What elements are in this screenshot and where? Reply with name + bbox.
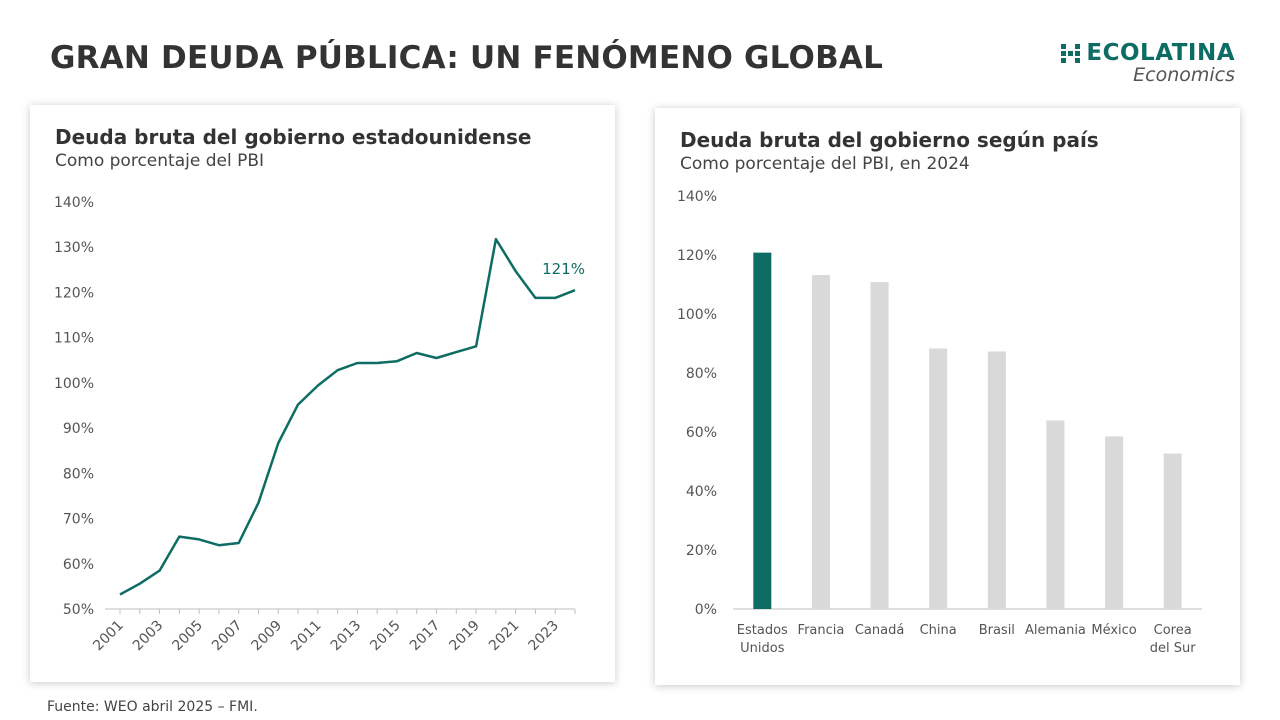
y-tick-label: 60% <box>63 557 94 573</box>
x-tick-label: 2005 <box>169 618 206 655</box>
logo-subtitle: Economics <box>1133 64 1235 86</box>
category-label: México <box>1091 623 1136 638</box>
y-tick-label: 90% <box>63 421 94 437</box>
source-note: Fuente: WEO abril 2025 – FMI. <box>47 699 258 715</box>
y-tick-label: 80% <box>63 466 94 482</box>
us-debt-line-chart: 50%60%70%80%90%100%110%120%130%140%2001 2… <box>54 195 585 655</box>
bar <box>1046 420 1065 609</box>
logo-grid-icon <box>1061 43 1081 63</box>
x-tick-label: 2009 <box>249 618 286 655</box>
x-tick-label: 2007 <box>209 618 246 655</box>
y-tick-label: 140% <box>54 195 94 211</box>
y-tick-label: 70% <box>63 512 94 528</box>
x-tick-label: 2001 <box>90 618 127 655</box>
country-debt-chart-card: Deuda bruta del gobierno según país Como… <box>655 108 1240 685</box>
x-tick-label: 2003 <box>130 618 167 655</box>
category-label: del Sur <box>1150 641 1196 656</box>
category-label: Brasil <box>979 623 1015 638</box>
x-tick-label: 2011 <box>288 618 325 655</box>
category-label: Estados <box>737 623 788 638</box>
chart-subtitle: Como porcentaje del PBI <box>55 151 264 171</box>
bar <box>929 348 948 609</box>
y-tick-label: 0% <box>695 602 717 618</box>
y-tick-label: 80% <box>686 366 717 382</box>
bar <box>987 351 1006 609</box>
x-tick-label: 2023 <box>526 618 563 655</box>
x-tick-label: 2013 <box>328 618 365 655</box>
y-tick-label: 120% <box>677 248 717 264</box>
y-tick-label: 50% <box>63 602 94 618</box>
chart-subtitle: Como porcentaje del PBI, en 2024 <box>680 154 970 174</box>
y-tick-label: 100% <box>54 376 94 392</box>
logo-name: ECOLATINA <box>1086 40 1235 66</box>
y-tick-label: 120% <box>54 285 94 301</box>
us-debt-chart-card: Deuda bruta del gobierno estadounidense … <box>30 105 615 682</box>
y-tick-label: 130% <box>54 240 94 256</box>
x-tick-label: 2019 <box>446 618 483 655</box>
y-tick-label: 60% <box>686 425 717 441</box>
bar <box>1163 453 1182 609</box>
country-debt-bar-chart: 0% 20% 40% 60% 80% 100% 120% 140% Estados Unidos F… <box>677 189 1202 656</box>
y-tick-label: 40% <box>686 484 717 500</box>
category-label: Unidos <box>740 641 785 656</box>
bar <box>753 252 772 609</box>
bar <box>811 275 830 609</box>
bar <box>1105 436 1124 609</box>
x-tick-label: 2017 <box>407 618 444 655</box>
category-label: Alemania <box>1025 623 1086 638</box>
category-label: Corea <box>1154 623 1192 638</box>
y-tick-label: 140% <box>677 189 717 205</box>
y-tick-label: 20% <box>686 543 717 559</box>
bar <box>870 282 889 609</box>
y-tick-label: 110% <box>54 331 94 347</box>
y-tick-label: 100% <box>677 307 717 323</box>
series-line <box>119 237 576 596</box>
chart-title: Deuda bruta del gobierno estadounidense <box>55 125 532 149</box>
ecolatina-logo: ECOLATINA Economics <box>1061 40 1235 86</box>
category-label: Francia <box>798 623 845 638</box>
chart-title: Deuda bruta del gobierno según país <box>680 128 1099 152</box>
x-tick-label: 2015 <box>367 618 404 655</box>
x-tick-label: 2021 <box>486 618 523 655</box>
category-label: China <box>920 623 957 638</box>
category-label: Canadá <box>855 623 904 638</box>
page-title: GRAN DEUDA PÚBLICA: UN FENÓMENO GLOBAL <box>50 40 884 76</box>
last-value-label: 121% <box>542 260 585 278</box>
